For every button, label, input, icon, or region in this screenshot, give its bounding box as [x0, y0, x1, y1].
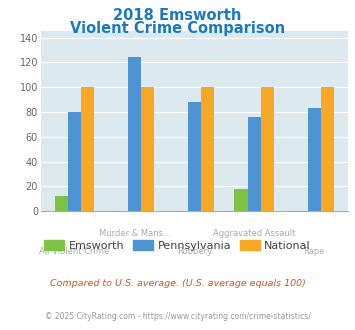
- Bar: [307, 108, 321, 211]
- Bar: [261, 87, 274, 211]
- Bar: [141, 87, 154, 211]
- Text: Murder & Mans...: Murder & Mans...: [99, 229, 170, 238]
- Legend: Emsworth, Pennsylvania, National: Emsworth, Pennsylvania, National: [44, 240, 311, 250]
- Text: All Violent Crime: All Violent Crime: [39, 247, 110, 256]
- Bar: [201, 87, 214, 211]
- Bar: [321, 87, 334, 211]
- Text: 2018 Emsworth: 2018 Emsworth: [113, 8, 242, 23]
- Bar: [188, 102, 201, 211]
- Text: Aggravated Assault: Aggravated Assault: [213, 229, 295, 238]
- Text: © 2025 CityRating.com - https://www.cityrating.com/crime-statistics/: © 2025 CityRating.com - https://www.city…: [45, 312, 310, 321]
- Bar: [248, 117, 261, 211]
- Bar: [55, 196, 68, 211]
- Text: Compared to U.S. average. (U.S. average equals 100): Compared to U.S. average. (U.S. average …: [50, 279, 305, 288]
- Bar: [68, 112, 81, 211]
- Bar: [235, 189, 248, 211]
- Text: Robbery: Robbery: [177, 247, 212, 256]
- Text: Violent Crime Comparison: Violent Crime Comparison: [70, 21, 285, 36]
- Bar: [81, 87, 94, 211]
- Bar: [128, 57, 141, 211]
- Text: Rape: Rape: [304, 247, 325, 256]
